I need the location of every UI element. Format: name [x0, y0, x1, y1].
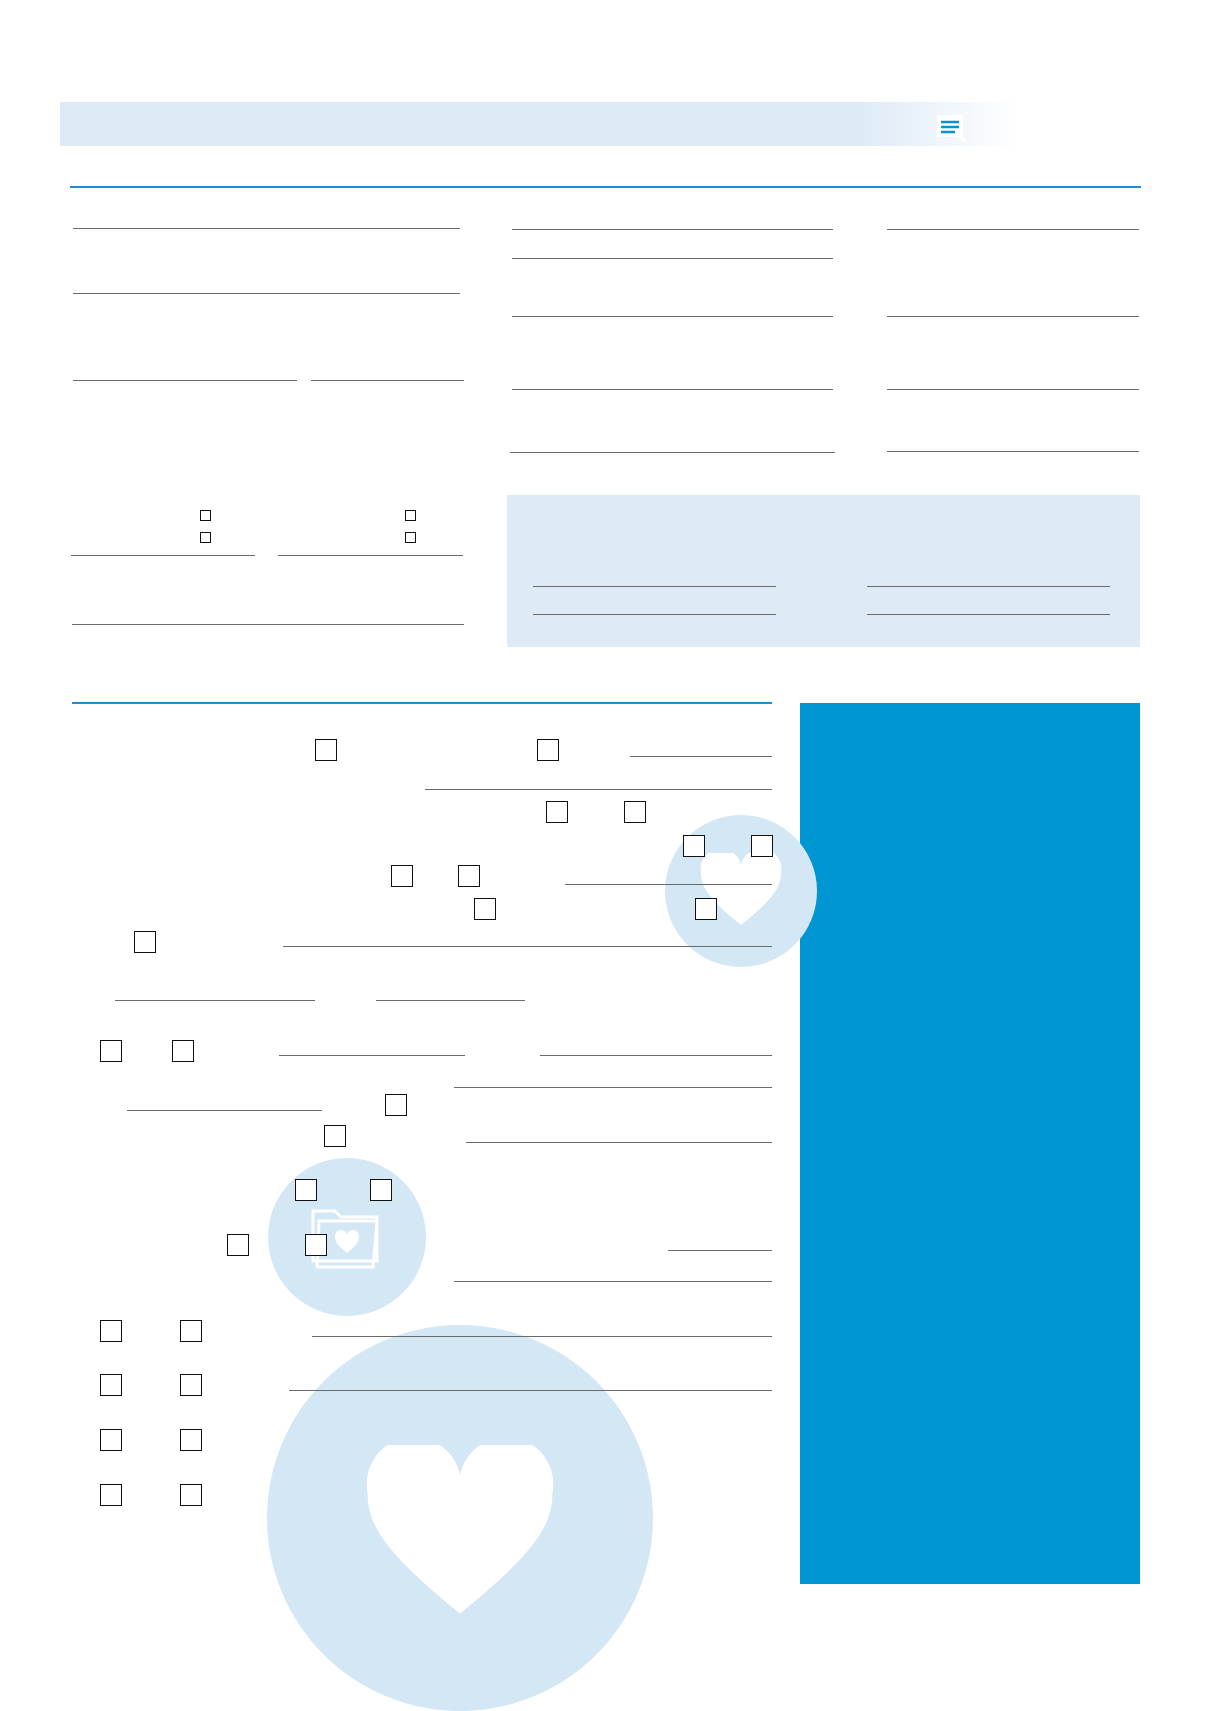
checkbox[interactable] [134, 931, 156, 953]
checkbox[interactable] [624, 801, 646, 823]
large-heart-icon [267, 1325, 653, 1711]
checkbox[interactable] [683, 835, 705, 857]
fill-in-line[interactable] [630, 756, 772, 757]
checkbox[interactable] [180, 1374, 202, 1396]
info-panel [507, 495, 1140, 647]
fill-in-line[interactable] [887, 389, 1139, 390]
female-person-icon [997, 94, 1063, 160]
folder-heart-icon [268, 1158, 426, 1316]
checkbox[interactable] [172, 1040, 194, 1062]
fill-in-line[interactable] [887, 316, 1139, 317]
fill-in-line[interactable] [73, 380, 297, 381]
fill-in-line[interactable] [533, 614, 776, 615]
fill-in-line[interactable] [454, 1087, 772, 1088]
checkbox[interactable] [180, 1320, 202, 1342]
fill-in-line[interactable] [510, 452, 835, 453]
fill-in-line[interactable] [72, 624, 464, 625]
gender-symbols-icon [1076, 94, 1142, 160]
fill-in-line[interactable] [312, 1336, 772, 1337]
checkbox[interactable] [391, 865, 413, 887]
fill-in-line[interactable] [512, 316, 833, 317]
checkbox[interactable] [370, 1179, 392, 1201]
checkbox[interactable] [315, 739, 337, 761]
fill-in-line[interactable] [283, 946, 772, 947]
sidebar-panel [800, 703, 1140, 1584]
checkbox[interactable] [100, 1484, 122, 1506]
fill-in-line[interactable] [279, 1055, 465, 1056]
fill-in-line[interactable] [867, 614, 1110, 615]
checkbox[interactable] [100, 1429, 122, 1451]
checkbox[interactable] [100, 1320, 122, 1342]
checkbox[interactable] [100, 1374, 122, 1396]
checkbox[interactable] [751, 835, 773, 857]
checkbox[interactable] [199, 509, 211, 521]
fill-in-line[interactable] [887, 229, 1139, 230]
fill-in-line[interactable] [73, 293, 460, 294]
checkbox[interactable] [305, 1234, 327, 1256]
fill-in-line[interactable] [867, 586, 1110, 587]
heart-icon [665, 815, 817, 967]
fill-in-line[interactable] [533, 586, 776, 587]
checkbox[interactable] [404, 531, 416, 543]
checkbox[interactable] [537, 739, 559, 761]
fill-in-line[interactable] [454, 1281, 772, 1282]
checkbox[interactable] [404, 509, 416, 521]
checkbox[interactable] [458, 865, 480, 887]
section-divider [70, 186, 1141, 188]
fill-in-line[interactable] [512, 229, 833, 230]
checkbox[interactable] [474, 898, 496, 920]
checkbox[interactable] [180, 1429, 202, 1451]
checkbox[interactable] [324, 1125, 346, 1147]
fill-in-line[interactable] [540, 1055, 772, 1056]
fill-in-line[interactable] [668, 1250, 772, 1251]
fill-in-line[interactable] [466, 1142, 772, 1143]
section-divider [72, 702, 772, 704]
fill-in-line[interactable] [71, 555, 255, 556]
checkbox[interactable] [199, 531, 211, 543]
header-band [60, 102, 1060, 146]
fill-in-line[interactable] [512, 258, 833, 259]
checkbox[interactable] [295, 1179, 317, 1201]
fill-in-line[interactable] [278, 555, 463, 556]
fill-in-line[interactable] [376, 1000, 525, 1001]
checkbox[interactable] [227, 1234, 249, 1256]
message-document-icon [918, 94, 984, 160]
checkbox[interactable] [695, 898, 717, 920]
fill-in-line[interactable] [289, 1390, 772, 1391]
fill-in-line[interactable] [115, 1000, 315, 1001]
fill-in-line[interactable] [73, 228, 460, 229]
checkbox[interactable] [385, 1094, 407, 1116]
checkbox[interactable] [180, 1484, 202, 1506]
fill-in-line[interactable] [512, 389, 833, 390]
checkbox[interactable] [100, 1040, 122, 1062]
fill-in-line[interactable] [425, 789, 772, 790]
checkbox[interactable] [546, 801, 568, 823]
fill-in-line[interactable] [311, 380, 464, 381]
fill-in-line[interactable] [887, 451, 1139, 452]
fill-in-line[interactable] [565, 884, 772, 885]
fill-in-line[interactable] [127, 1110, 322, 1111]
